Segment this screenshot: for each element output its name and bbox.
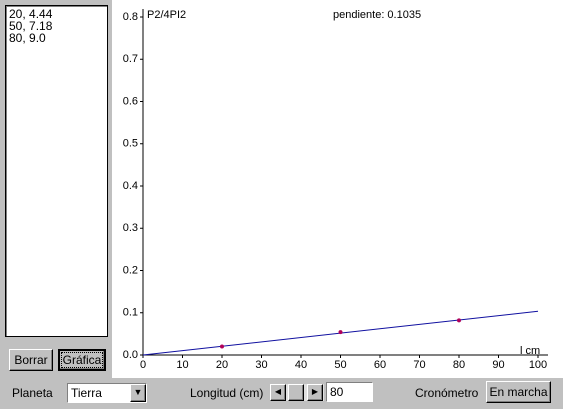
x-tick-label: 0: [140, 359, 146, 371]
data-list: 20, 4.44 50, 7.18 80, 9.0: [5, 5, 108, 337]
y-tick-label: 0.4: [123, 180, 138, 192]
x-tick-label: 70: [413, 359, 425, 371]
planet-value: Tierra: [71, 386, 102, 400]
list-line: 50, 7.18: [9, 19, 53, 33]
graph-button[interactable]: Gráfica: [58, 349, 106, 371]
list-line: 80, 9.0: [9, 31, 46, 45]
scroll-thumb[interactable]: [288, 384, 304, 401]
list-line: 20, 4.44: [9, 7, 53, 21]
length-label: Longitud (cm): [190, 386, 264, 400]
length-scrollbar[interactable]: ◀ ▶: [270, 384, 324, 401]
timer-label: Cronómetro: [415, 386, 479, 400]
chart: P2/4PI2 pendiente: 0.1035 l cm 0.0 0.1 0.2…: [112, 0, 563, 378]
y-tick-label: 0.0: [123, 349, 138, 361]
y-tick-label: 0.3: [123, 222, 138, 234]
data-point: [220, 344, 224, 349]
y-axis-label: P2/4PI2: [147, 9, 186, 21]
y-tick-label: 0.2: [123, 264, 138, 276]
planet-select[interactable]: Tierra ▼: [67, 383, 147, 403]
scroll-right[interactable]: ▶: [307, 384, 323, 401]
start-button[interactable]: En marcha: [486, 381, 551, 403]
y-tick-label: 0.1: [123, 307, 138, 319]
chart-background: [112, 0, 563, 378]
y-tick-label: 0.6: [123, 95, 138, 107]
x-tick-label: 60: [374, 359, 386, 371]
y-tick-label: 0.7: [123, 53, 138, 65]
x-tick-label: 50: [334, 359, 346, 371]
dropdown-arrow[interactable]: ▼: [130, 384, 146, 402]
x-tick-label: 80: [453, 359, 465, 371]
x-tick-label: 100: [529, 359, 547, 371]
clear-button[interactable]: Borrar: [9, 349, 53, 371]
x-tick-label: 90: [492, 359, 504, 371]
y-tick-label: 0.8: [123, 11, 138, 23]
x-tick-label: 40: [295, 359, 307, 371]
data-point: [338, 330, 343, 335]
x-tick-label: 20: [216, 359, 228, 371]
annotation: pendiente: 0.1035: [333, 9, 421, 21]
length-input[interactable]: 80: [326, 382, 373, 402]
x-tick-label: 10: [176, 359, 188, 371]
x-axis-label: l cm: [520, 345, 540, 357]
planet-label: Planeta: [12, 386, 53, 400]
y-tick-label: 0.5: [123, 138, 138, 150]
data-point: [457, 318, 461, 323]
x-tick-label: 30: [255, 359, 267, 371]
scroll-left[interactable]: ◀: [270, 384, 286, 401]
